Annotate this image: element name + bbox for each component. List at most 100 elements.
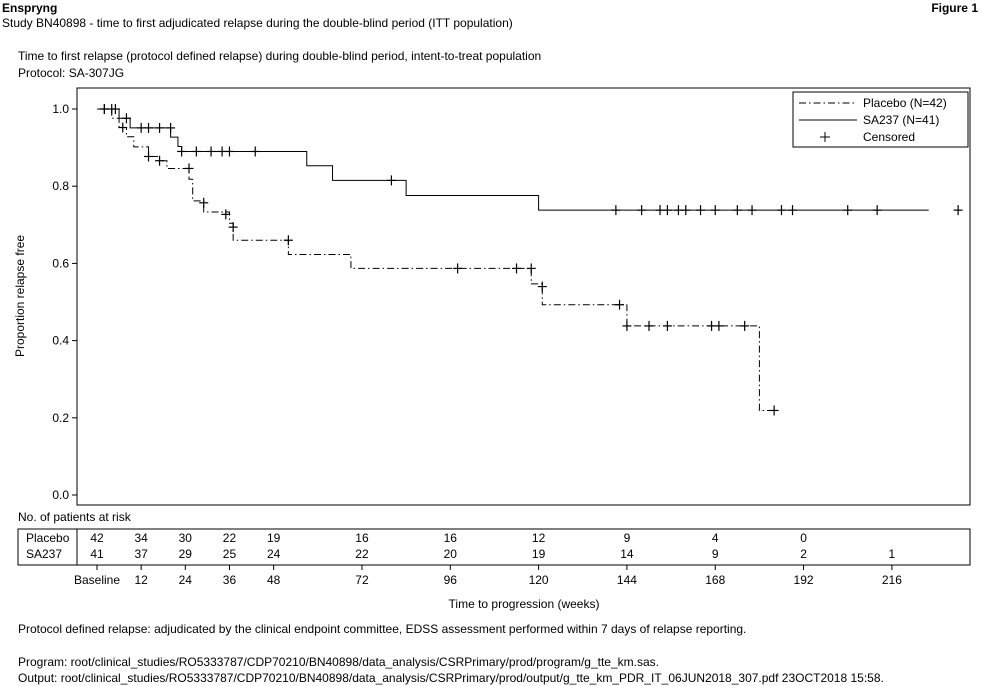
- study-title: Study BN40898 - time to first adjudicate…: [2, 16, 513, 30]
- x-tick-label: 48: [267, 573, 281, 587]
- censor-mark: [224, 146, 234, 157]
- censor-mark: [199, 197, 209, 208]
- x-tick-label: 144: [617, 573, 637, 587]
- plot-frame: [76, 87, 971, 506]
- censor-mark: [166, 122, 176, 133]
- censor-mark: [110, 104, 120, 114]
- risk-row-label-sa237: SA237: [26, 547, 62, 561]
- risk-value-placebo: 42: [90, 531, 104, 545]
- risk-value-sa237: 25: [223, 547, 237, 561]
- censor-mark: [611, 205, 621, 216]
- censor-mark: [622, 320, 632, 331]
- censor-mark: [776, 205, 786, 216]
- program-path: Program: root/clinical_studies/RO5333787…: [18, 655, 659, 669]
- censor-mark: [681, 205, 691, 216]
- y-tick-label: 0.2: [52, 411, 69, 425]
- censor-mark: [662, 205, 672, 216]
- y-axis-label: Proportion relapse free: [13, 235, 27, 357]
- censor-mark: [662, 320, 672, 331]
- risk-value-placebo: 19: [267, 531, 281, 545]
- risk-value-sa237: 41: [90, 547, 104, 561]
- x-tick-label: 120: [529, 573, 549, 587]
- censor-mark: [732, 205, 742, 216]
- y-tick-label: 0.8: [52, 179, 69, 193]
- legend-placebo-label: Placebo (N=42): [863, 96, 947, 110]
- risk-table-frame: [17, 528, 971, 566]
- censor-marks: [99, 104, 963, 416]
- x-tick-label: 12: [134, 573, 148, 587]
- censor-mark: [615, 299, 625, 310]
- risk-values: 42 34 30 22 19 16 16 12 9 4 0 41 37 29 25 24 22 20 19 14 9 2 1: [90, 531, 895, 561]
- legend: Placebo (N=42) SA237 (N=41) Censored: [792, 91, 969, 148]
- censor-mark: [155, 155, 165, 166]
- risk-value-sa237: 24: [267, 547, 281, 561]
- plot-title: Time to first relapse (protocol defined …: [18, 49, 542, 63]
- y-tick-label: 0.0: [52, 488, 69, 502]
- risk-value-sa237: 2: [800, 547, 807, 561]
- risk-value-placebo: 0: [800, 531, 807, 545]
- censor-mark: [155, 122, 165, 133]
- risk-value-placebo: 22: [223, 531, 237, 545]
- censor-mark: [191, 146, 201, 157]
- censor-mark: [747, 205, 757, 216]
- x-axis-label: Time to progression (weeks): [449, 597, 600, 611]
- censor-mark: [843, 205, 853, 216]
- footnote: Protocol defined relapse: adjudicated by…: [18, 622, 747, 636]
- risk-value-placebo: 9: [624, 531, 631, 545]
- censor-mark: [144, 122, 154, 133]
- risk-value-sa237: 37: [134, 547, 148, 561]
- x-tick-label: 96: [444, 573, 458, 587]
- y-tick-label: 0.4: [52, 334, 69, 348]
- censor-mark: [206, 146, 216, 157]
- y-tick-label: 0.6: [52, 256, 69, 270]
- x-tick-label: Baseline: [74, 573, 120, 587]
- censor-mark: [283, 235, 293, 246]
- risk-value-placebo: 30: [179, 531, 193, 545]
- risk-value-sa237: 29: [179, 547, 193, 561]
- risk-value-sa237: 9: [712, 547, 719, 561]
- x-tick-label: 216: [882, 573, 902, 587]
- legend-censored-label: Censored: [863, 130, 915, 144]
- risk-value-placebo: 16: [444, 531, 458, 545]
- risk-value-sa237: 14: [620, 547, 634, 561]
- risk-value-placebo: 34: [134, 531, 148, 545]
- risk-value-placebo: 12: [532, 531, 546, 545]
- censor-mark: [696, 205, 706, 216]
- x-axis: Baseline 12 24 36 48 72 96 120 144 168 192 216: [74, 565, 902, 587]
- x-tick-label: 72: [355, 573, 369, 587]
- censor-mark: [177, 146, 187, 157]
- risk-row-label-placebo: Placebo: [26, 531, 70, 545]
- censor-mark: [526, 263, 536, 274]
- figure-label: Figure 1: [931, 1, 978, 15]
- risk-value-placebo: 4: [712, 531, 719, 545]
- censor-mark: [144, 151, 154, 162]
- censor-mark: [184, 163, 194, 174]
- risk-value-sa237: 1: [889, 547, 896, 561]
- y-axis: 0.0 0.2 0.4 0.6 0.8 1.0: [52, 102, 77, 502]
- censor-mark: [714, 320, 724, 331]
- censor-mark: [769, 405, 779, 416]
- output-path: Output: root/clinical_studies/RO5333787/…: [18, 671, 884, 685]
- censor-mark: [99, 104, 109, 114]
- censor-mark: [221, 209, 231, 220]
- censor-mark: [953, 205, 963, 216]
- censor-mark: [453, 263, 463, 274]
- protocol-label: Protocol: SA-307JG: [18, 66, 125, 80]
- censor-mark: [788, 205, 798, 216]
- product-name: Enspryng: [2, 1, 58, 15]
- censor-mark: [386, 175, 396, 186]
- censor-mark: [118, 122, 128, 133]
- risk-value-sa237: 19: [532, 547, 546, 561]
- censor-mark: [740, 320, 750, 331]
- placebo-curve: [97, 108, 775, 411]
- censor-mark: [872, 205, 882, 216]
- censor-mark: [637, 205, 647, 216]
- censor-mark: [121, 113, 131, 124]
- x-tick-label: 36: [223, 573, 237, 587]
- x-tick-label: 24: [179, 573, 193, 587]
- x-tick-label: 192: [794, 573, 814, 587]
- censor-mark: [228, 222, 238, 233]
- censor-mark: [644, 320, 654, 331]
- risk-table-title: No. of patients at risk: [18, 510, 132, 524]
